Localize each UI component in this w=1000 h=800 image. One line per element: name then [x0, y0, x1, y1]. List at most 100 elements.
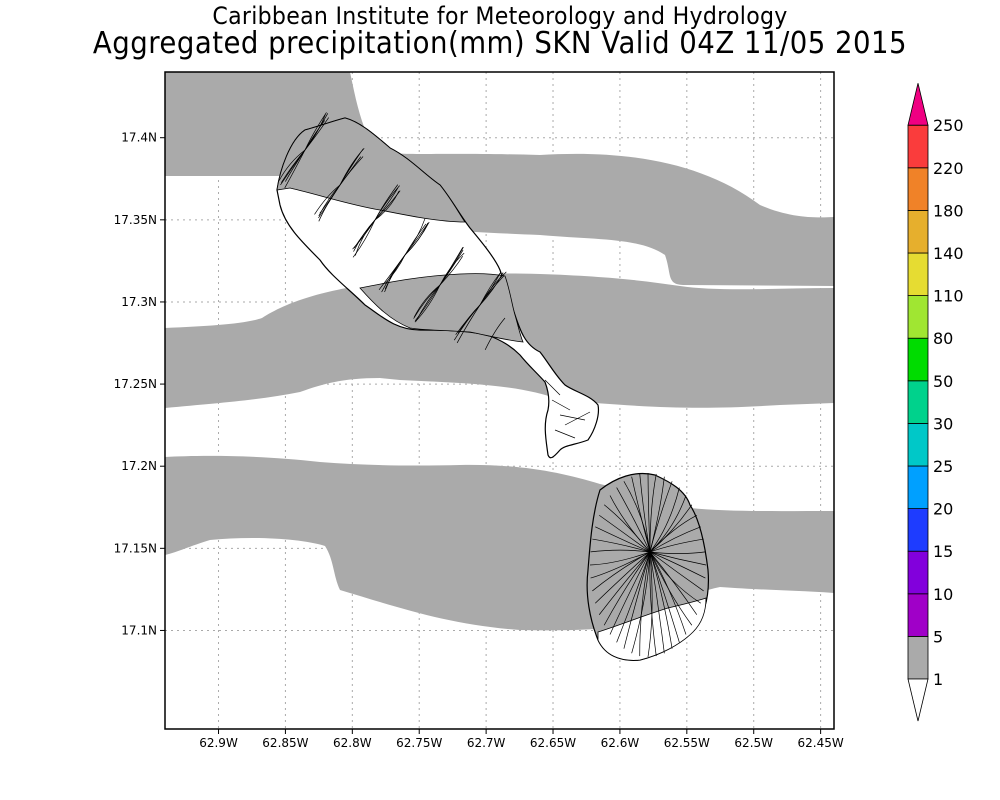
y-tick-label: 17.15N: [114, 541, 157, 555]
watershed-line: [564, 411, 591, 426]
watershed-line: [457, 304, 481, 334]
colorbar-top-triangle: [907, 83, 929, 126]
watershed-line: [631, 476, 651, 553]
colorbar-swatch: [907, 252, 929, 296]
watershed-line: [304, 120, 326, 151]
x-tick-label: 62.85W: [262, 736, 308, 750]
y-tick-label: 17.3N: [121, 295, 157, 309]
watershed-line: [594, 551, 651, 604]
colorbar-bottom-triangle: [907, 678, 929, 722]
colorbar-swatch: [907, 636, 929, 680]
colorbar-label: 1: [933, 670, 943, 689]
watershed-line: [404, 222, 429, 256]
watershed-line: [649, 551, 707, 566]
watershed-line: [384, 254, 406, 284]
colorbar-swatch: [907, 508, 929, 552]
x-tick-label: 62.8W: [333, 736, 372, 750]
y-tick-label: 17.25N: [114, 377, 157, 391]
colorbar-swatch: [907, 295, 929, 339]
watershed-line: [551, 399, 571, 411]
watershed-line: [374, 187, 399, 221]
y-tick-label: 17.35N: [114, 213, 157, 227]
watershed-line: [595, 526, 651, 553]
watershed-line: [314, 184, 341, 215]
watershed-line: [404, 223, 427, 256]
watershed-line: [439, 256, 463, 286]
watershed-line: [649, 526, 701, 553]
colorbar-swatch: [907, 465, 929, 509]
colorbar-swatch: [907, 380, 929, 424]
watershed-line: [374, 190, 400, 221]
colorbar-swatch: [907, 337, 929, 382]
watershed-line: [616, 551, 651, 643]
watershed-line: [439, 246, 464, 286]
title-line-2: Aggregated precipitation(mm) SKN Valid 0…: [92, 26, 908, 61]
colorbar-label: 30: [933, 414, 953, 433]
colorbar-swatch: [907, 422, 929, 467]
colorbar-label: 80: [933, 329, 953, 348]
colorbar-swatch: [907, 593, 929, 637]
watershed-line: [649, 551, 680, 643]
island-watersheds: [278, 112, 707, 658]
watershed-line: [484, 317, 506, 351]
watershed-line: [647, 551, 653, 658]
precip-band-south: [165, 455, 834, 631]
watershed-line: [590, 551, 651, 579]
watershed-line: [278, 149, 306, 181]
colorbar-label: 25: [933, 457, 953, 476]
colorbar-label: 110: [933, 287, 964, 306]
colorbar-label: 5: [933, 627, 943, 646]
colorbar-swatch: [907, 209, 929, 254]
watershed-line: [592, 538, 651, 553]
colorbar-label: 180: [933, 201, 964, 220]
watershed-line: [413, 284, 441, 319]
x-tick-label: 62.7W: [467, 736, 506, 750]
x-tick-label: 62.6W: [601, 736, 640, 750]
x-tick-label: 62.65W: [530, 736, 576, 750]
watershed-line: [378, 254, 406, 290]
watershed-line: [479, 271, 507, 306]
watershed-line: [599, 514, 651, 553]
colorbar-swatch: [907, 550, 929, 595]
watershed-line: [609, 495, 651, 553]
watershed-line: [639, 551, 651, 657]
watershed-line: [554, 429, 576, 439]
watershed-line: [479, 272, 504, 306]
precip-band-north: [165, 72, 834, 286]
watershed-line: [649, 551, 673, 649]
watershed-line: [352, 219, 376, 258]
watershed-line: [318, 184, 341, 217]
watershed-line: [304, 113, 326, 151]
colorbar-label: 15: [933, 542, 953, 561]
watershed-line: [280, 149, 306, 186]
watershed-line: [456, 304, 481, 344]
watershed-line: [339, 153, 361, 186]
x-tick-label: 62.9W: [199, 736, 238, 750]
watershed-line: [649, 551, 704, 592]
watershed-line: [318, 184, 341, 219]
watershed-line: [649, 487, 680, 553]
title-line-1: Caribbean Institute for Meteorology and …: [212, 2, 788, 30]
watershed-line: [631, 551, 651, 654]
colorbar-label: 250: [933, 116, 964, 135]
watershed-line: [284, 149, 306, 189]
island-st-kitts-shaded-middle: [359, 273, 524, 343]
watershed-line: [374, 185, 400, 221]
y-tick-label: 17.4N: [121, 131, 157, 145]
watershed-line: [649, 538, 704, 553]
colorbar-label: 20: [933, 500, 953, 519]
colorbar-label: 50: [933, 372, 953, 391]
island-st-kitts-shaded-north: [276, 117, 466, 223]
watershed-line: [609, 551, 651, 635]
colorbar-swatch: [907, 124, 929, 169]
x-tick-label: 62.5W: [734, 736, 773, 750]
watershed-line: [616, 487, 651, 553]
watershed-line: [649, 551, 665, 654]
x-tick-label: 62.45W: [798, 736, 844, 750]
watershed-line: [649, 481, 673, 553]
watershed-line: [649, 551, 706, 579]
watershed-line: [590, 549, 651, 553]
watershed-line: [598, 551, 651, 615]
